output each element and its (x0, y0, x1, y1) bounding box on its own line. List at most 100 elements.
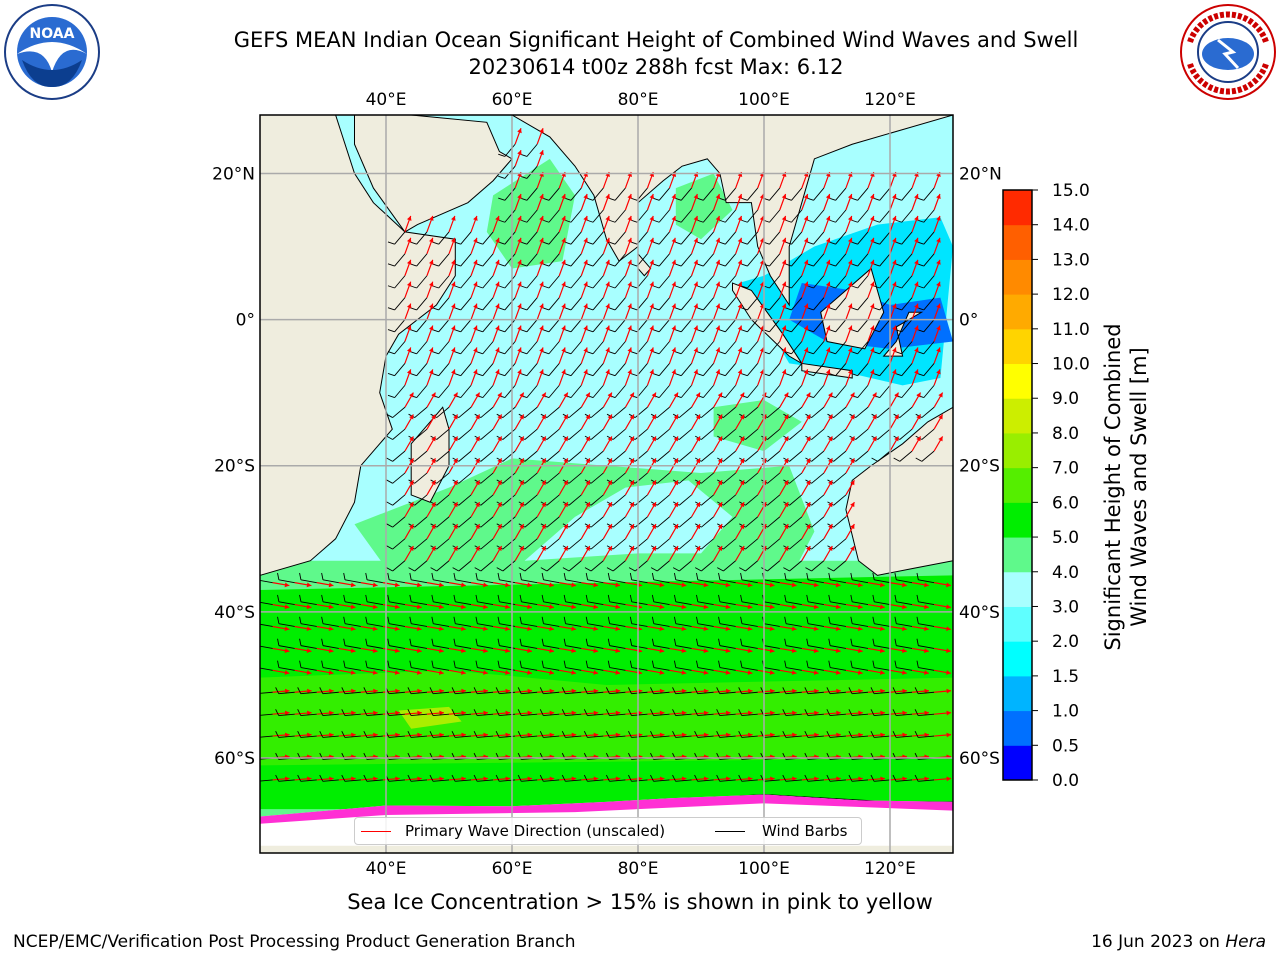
wind-barb (504, 319, 516, 333)
wave-arrowhead (429, 281, 434, 287)
wind-barb (389, 623, 405, 627)
wave-arrowhead (541, 546, 546, 551)
wind-barb (769, 341, 781, 355)
wind-barb (813, 275, 825, 289)
wind-barb-flag (827, 567, 834, 572)
wind-barb (480, 428, 494, 440)
wind-barb (300, 645, 317, 649)
wave-arrowhead (892, 259, 897, 265)
wind-barb-flag (561, 774, 566, 782)
wave-arrowhead (825, 325, 831, 331)
wave-arrowhead (328, 670, 334, 675)
wind-barb (857, 231, 869, 245)
wave-arrowhead (681, 776, 687, 782)
wave-arrowhead (475, 436, 480, 442)
wind-barb-flag (583, 687, 588, 694)
wave-arrowhead (409, 480, 414, 486)
wave-arrowhead (769, 626, 775, 632)
wave-arrowhead (814, 688, 819, 694)
wind-barb (388, 713, 405, 717)
wave-arrowhead (409, 436, 414, 442)
wave-arrowhead (717, 480, 723, 486)
wave-arrowhead (439, 732, 444, 738)
wind-barb (835, 341, 847, 355)
wind-barb-flag (607, 572, 611, 580)
wind-barb (901, 187, 913, 201)
wind-barb (725, 297, 736, 311)
colorbar-tick-label: 1.0 (1052, 702, 1079, 722)
wind-barb (874, 601, 891, 606)
wind-barb-flag (475, 594, 478, 602)
wind-barb (389, 645, 405, 649)
wave-arrowhead (284, 688, 290, 694)
wind-barb (482, 275, 494, 289)
wind-barb (918, 667, 935, 671)
wind-barb (546, 450, 560, 462)
wind-barb (394, 385, 406, 398)
wave-arrowhead (431, 480, 436, 486)
wave-arrowhead (517, 259, 522, 265)
wind-barb-flag (894, 660, 897, 668)
wind-barb (436, 450, 450, 462)
wave-arrowhead (870, 259, 875, 265)
colorbar-tick-label: 2.0 (1052, 632, 1079, 652)
wind-barb (521, 645, 538, 649)
wind-barb (609, 691, 626, 695)
wave-arrowhead (892, 347, 897, 353)
wave-arrowhead (373, 732, 378, 738)
wind-barb (300, 691, 317, 695)
wind-barb-flag (321, 594, 324, 602)
wave-arrowhead (475, 502, 480, 508)
wind-barb (388, 691, 405, 695)
wind-barb (548, 363, 560, 376)
wind-barb (791, 363, 803, 376)
colorbar-tick-label: 8.0 (1052, 424, 1079, 444)
wind-barb (344, 713, 361, 717)
wind-barb (702, 187, 714, 201)
wind-barb (745, 538, 758, 550)
wind-barb (675, 623, 692, 627)
wind-barb-flag (473, 731, 478, 738)
wave-arrowhead (747, 648, 753, 653)
wind-barb-flag (804, 709, 809, 716)
wind-barb (504, 165, 516, 179)
map-legend: Primary Wave Direction (unscaled) Wind B… (354, 817, 862, 845)
wind-barb-flag (473, 774, 478, 782)
wind-barb (614, 275, 626, 289)
wind-barb-flag (429, 687, 434, 694)
wave-arrowhead (924, 670, 929, 675)
wave-arrowhead (615, 626, 621, 632)
wind-barb-flag (892, 731, 897, 738)
wave-arrowhead (607, 458, 612, 464)
wave-arrowhead (461, 710, 466, 716)
wind-barb (322, 735, 339, 738)
wave-arrowhead (329, 710, 334, 716)
wave-arrowhead (857, 648, 863, 653)
wind-barb (366, 779, 383, 782)
wind-barb-flag (848, 731, 853, 738)
wind-barb-flag (650, 774, 654, 782)
wind-barb (436, 428, 450, 440)
wind-barb (896, 779, 913, 782)
wave-arrowhead (825, 215, 831, 221)
wind-barb (504, 143, 516, 157)
wave-arrowhead (803, 281, 809, 287)
wave-arrowhead (593, 604, 599, 610)
wind-barb-flag (805, 567, 812, 572)
wave-arrowhead (571, 776, 577, 782)
wave-arrowhead (351, 688, 356, 694)
wind-barb (278, 713, 295, 717)
wind-barb (879, 341, 891, 355)
wave-arrowhead (850, 546, 855, 551)
wind-barb (745, 494, 758, 506)
wind-barb (747, 363, 759, 376)
wind-barb (436, 516, 450, 528)
wave-arrowhead (517, 303, 522, 309)
wave-arrowhead (828, 524, 833, 530)
wind-barb-flag (277, 572, 280, 580)
wind-barb (634, 560, 648, 572)
wind-barb (278, 735, 295, 738)
wave-arrowhead (673, 458, 678, 464)
wind-barb (543, 735, 560, 738)
wind-barb (747, 297, 759, 311)
